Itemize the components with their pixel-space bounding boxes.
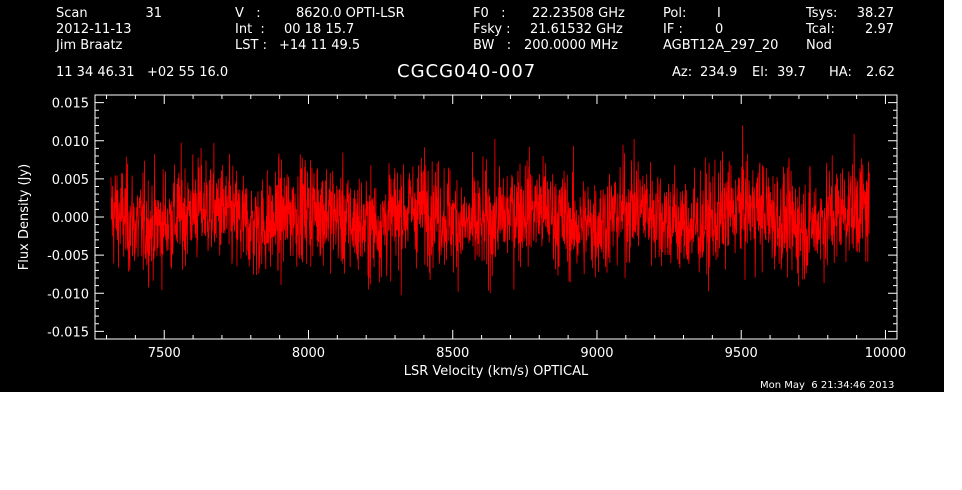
y-axis-label: Flux Density (Jy) — [17, 164, 32, 270]
lst-value: +14 11 49.5 — [279, 38, 361, 53]
y-tick-label: 0.005 — [52, 173, 89, 188]
plot-timestamp: Mon May 6 21:34:46 2013 — [760, 380, 895, 391]
tcal-label: Tcal: — [806, 22, 835, 37]
obs-date: 2012-11-13 — [56, 22, 132, 37]
int-label: Int : — [235, 22, 265, 37]
scan-label: Scan — [56, 6, 88, 21]
y-tick-label: -0.005 — [47, 249, 89, 264]
fsky-label: Fsky : — [473, 22, 511, 37]
y-tick-label: 0.015 — [52, 97, 89, 112]
az-value: 234.9 — [700, 65, 738, 80]
project-id: AGBT12A_297_20 — [663, 38, 779, 53]
bw-value: 200.0000 MHz — [524, 38, 618, 53]
ha-label: HA: — [829, 65, 852, 80]
el-value: 39.7 — [777, 65, 806, 80]
ha-value: 2.62 — [866, 65, 895, 80]
x-axis-label: LSR Velocity (km/s) OPTICAL — [404, 364, 589, 379]
ra-dec-coords: 11 34 46.31 +02 55 16.0 — [56, 65, 229, 80]
el-label: El: — [752, 65, 769, 80]
velocity-value: 8620.0 OPTI-LSR — [296, 6, 405, 21]
velocity-label: V : — [235, 6, 261, 21]
plot-panel: Scan 31 V : 8620.0 OPTI-LSR F0 : 22.2350… — [0, 0, 944, 392]
if-label: IF : — [663, 22, 683, 37]
x-tick-label: 9500 — [725, 346, 758, 361]
spectrum-line — [110, 125, 870, 296]
axis-tick-labels: 7500 8000 8500 9000 9500 10000 -0.015 -0.010 -0.… — [47, 97, 906, 361]
tsys-value: 38.27 — [856, 6, 894, 21]
y-tick-label: 0.010 — [52, 135, 89, 150]
bw-label: BW : — [473, 38, 512, 53]
int-value: 00 18 15.7 — [284, 22, 355, 37]
source-name: CGCG040-007 — [397, 61, 537, 82]
x-tick-label: 8500 — [436, 346, 469, 361]
y-tick-label: 0.000 — [52, 211, 89, 226]
x-tick-label: 7500 — [148, 346, 181, 361]
f0-label: F0 : — [473, 6, 506, 21]
x-tick-label: 9000 — [580, 346, 613, 361]
y-tick-label: -0.010 — [47, 287, 89, 302]
spectrum-chart: 7500 8000 8500 9000 9500 10000 -0.015 -0.010 -0.… — [17, 94, 906, 379]
pol-label: Pol: — [663, 6, 687, 21]
proc-name: Nod — [806, 38, 832, 53]
f0-value: 22.23508 GHz — [532, 6, 625, 21]
tcal-value: 2.97 — [865, 22, 894, 37]
x-tick-label: 10000 — [865, 346, 906, 361]
if-value: 0 — [715, 22, 724, 37]
x-tick-label: 8000 — [292, 346, 325, 361]
az-label: Az: — [672, 65, 693, 80]
axis-ticks — [95, 94, 897, 340]
y-tick-label: -0.015 — [47, 325, 89, 340]
lst-label: LST : — [235, 38, 267, 53]
spectrum-trace — [110, 125, 870, 296]
pol-value: I — [717, 6, 721, 21]
scan-value: 31 — [145, 6, 162, 21]
observer-name: Jim Braatz — [56, 38, 123, 53]
tsys-label: Tsys: — [806, 6, 838, 21]
fsky-value: 21.61532 GHz — [530, 22, 623, 37]
